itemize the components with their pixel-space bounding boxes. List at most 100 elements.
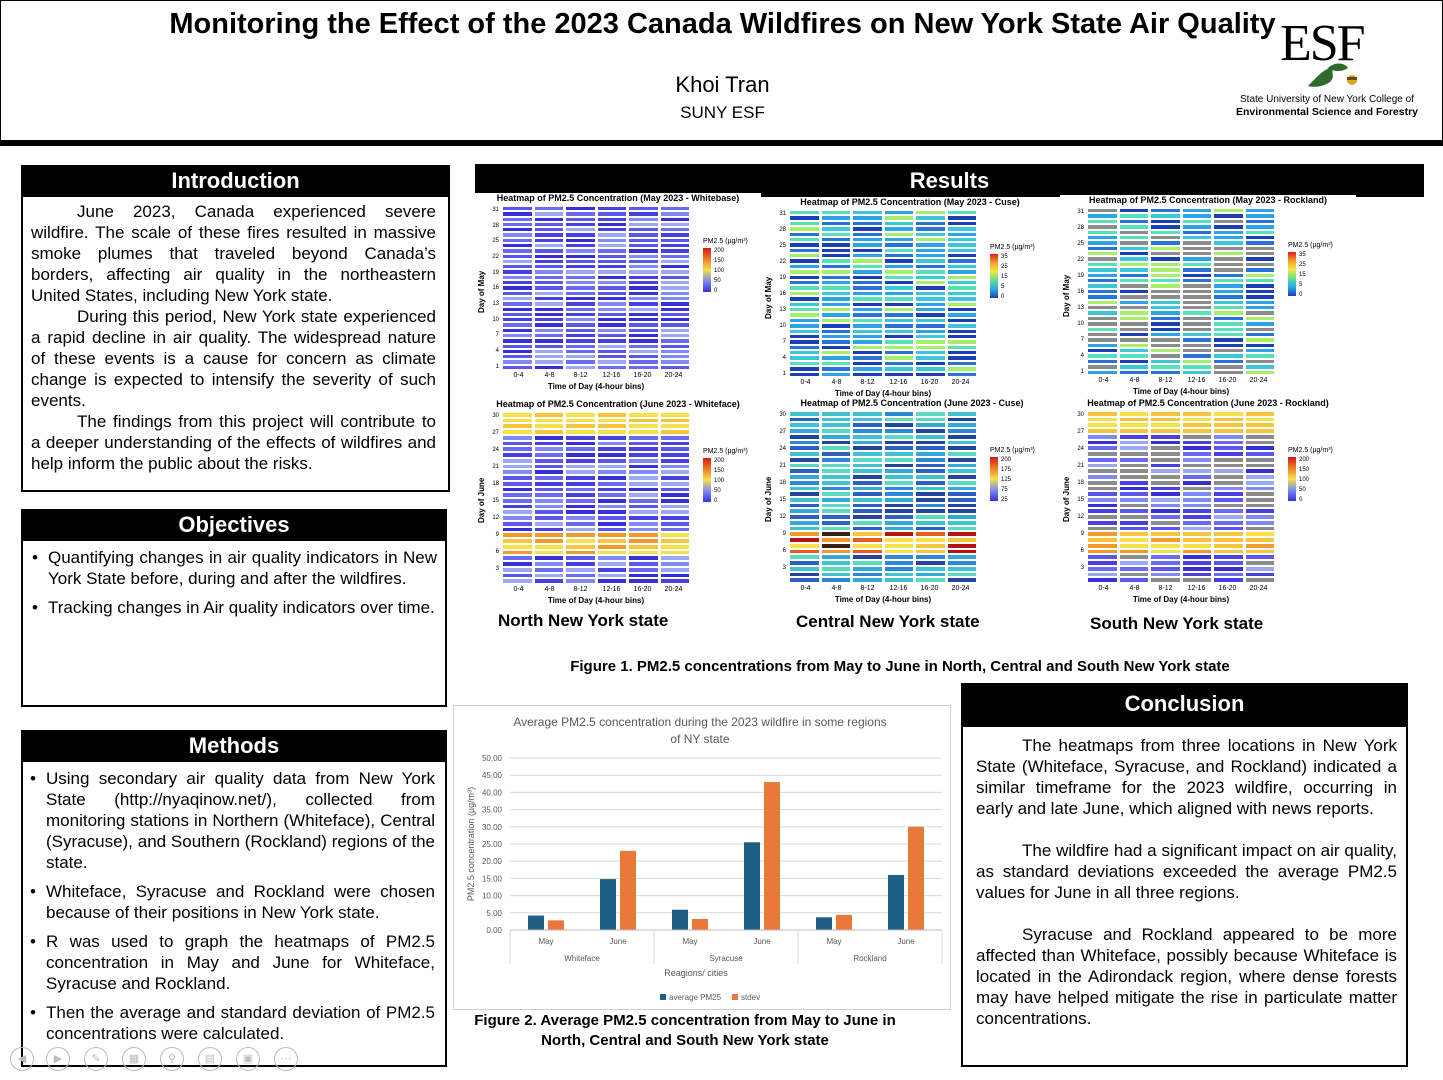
- heatmap-cell: [916, 329, 945, 333]
- more-icon[interactable]: ⋯: [274, 1047, 298, 1071]
- heatmap-cell: [1245, 440, 1274, 445]
- heatmap-cell: [884, 555, 913, 560]
- slides-icon[interactable]: ▦: [122, 1047, 146, 1071]
- conclusion-paragraph: The wildfire had a significant impact on…: [976, 841, 1397, 902]
- heatmap-cell: [916, 555, 945, 560]
- heatmap-cell: [947, 555, 976, 560]
- heatmap-cell: [1214, 295, 1243, 299]
- heatmap-cell: [884, 561, 913, 565]
- heatmap-cell: [503, 207, 532, 211]
- heatmap-cell: [821, 351, 850, 355]
- heatmap-cell: [947, 340, 976, 344]
- heatmap-cell: [1182, 273, 1211, 278]
- prev-icon[interactable]: ◀: [10, 1047, 34, 1071]
- heatmap-x-tick: 12-16: [889, 585, 908, 592]
- heatmap-cell: [853, 532, 882, 537]
- pen-icon[interactable]: ✎: [84, 1047, 108, 1071]
- subtitle-icon[interactable]: ▤: [198, 1047, 222, 1071]
- heatmap-y-tick: 7: [782, 338, 786, 345]
- heatmap-cell: [1151, 257, 1180, 261]
- heatmap-cell: [660, 567, 689, 572]
- heatmap-cell: [1182, 423, 1211, 428]
- heatmap-cell: [629, 487, 658, 492]
- heatmap-legend-tick: 15: [1299, 271, 1306, 278]
- heatmap-y-tick: 18: [779, 480, 786, 486]
- heatmap-cell: [947, 313, 976, 317]
- heatmap-cell: [947, 526, 976, 531]
- heatmap-cell: [1119, 225, 1148, 229]
- heatmap-legend-tick: 100: [714, 268, 725, 274]
- heatmap-cell: [1245, 475, 1274, 479]
- heatmap-cell: [597, 481, 626, 486]
- heatmap: Heatmap of PM2.5 Concentration (June 202…: [762, 398, 1062, 608]
- heatmap-cell: [1119, 429, 1148, 433]
- heatmap-cell: [853, 345, 882, 350]
- zoom-icon[interactable]: ⚲: [160, 1047, 184, 1071]
- heatmap-cell: [821, 555, 850, 560]
- heatmap-cell: [660, 418, 689, 423]
- heatmap-cell: [1088, 561, 1117, 565]
- heatmap-cell: [853, 259, 882, 263]
- heatmap-cell: [853, 313, 882, 317]
- heatmap-cell: [790, 259, 819, 263]
- heatmap-cell: [1088, 246, 1117, 251]
- heatmap-cell: [1088, 219, 1117, 224]
- heatmap-cell: [1088, 555, 1117, 560]
- chart-legend-swatch: [732, 994, 738, 1000]
- heatmap-cell: [1119, 532, 1148, 537]
- heatmap-cell: [597, 458, 626, 463]
- heatmap-cell: [1182, 370, 1211, 374]
- heatmap-y-tick: 1: [495, 363, 499, 370]
- heatmap-x-tick: 4-8: [1129, 585, 1140, 592]
- heatmap-cell: [534, 302, 563, 306]
- heatmap-cell: [916, 429, 945, 433]
- heatmap-cell: [1245, 365, 1274, 369]
- heatmap-cell: [1214, 241, 1243, 245]
- heatmap-cell: [566, 487, 595, 492]
- heatmap-cell: [534, 344, 563, 348]
- heatmap-cell: [629, 493, 658, 497]
- heatmap-cell: [947, 498, 976, 502]
- heatmap-cell: [503, 453, 532, 457]
- heatmap-cell: [1119, 246, 1148, 251]
- heatmap-cell: [660, 487, 689, 492]
- camera-icon[interactable]: ▣: [236, 1047, 260, 1071]
- heatmap-y-tick: 9: [1080, 531, 1084, 537]
- heatmap-cell: [1245, 300, 1274, 304]
- heatmap-cell: [534, 323, 563, 327]
- heatmap-cell: [1088, 241, 1117, 245]
- heatmap-cell: [503, 281, 532, 285]
- heatmap-cell: [503, 238, 532, 243]
- logo-line-1: State University of New York College of: [1240, 94, 1414, 105]
- heatmap-title: Heatmap of PM2.5 Concentration (May 2023…: [800, 197, 1020, 207]
- heatmap-cell: [884, 520, 913, 525]
- heatmap-cell: [1182, 572, 1211, 577]
- heatmap-cell: [534, 228, 563, 232]
- heatmap-cell: [916, 297, 945, 301]
- heatmap-cell: [1182, 305, 1211, 310]
- heatmap-cell: [947, 492, 976, 496]
- heatmap-cell: [884, 526, 913, 531]
- heatmap-cell: [1182, 549, 1211, 554]
- heatmap-cell: [1088, 359, 1117, 364]
- heatmap-cell: [566, 418, 595, 423]
- heatmap-cell: [916, 351, 945, 355]
- heatmap-cell: [790, 434, 819, 439]
- heatmap-cell: [660, 544, 689, 549]
- heatmap-cell: [534, 222, 563, 227]
- heatmap-cell: [534, 318, 563, 322]
- heatmap-cell: [1214, 230, 1243, 234]
- heatmap-cell: [534, 430, 563, 434]
- chart-x-tick: June: [609, 937, 627, 946]
- heatmap-cell: [1151, 475, 1180, 479]
- heatmap-cell: [629, 458, 658, 463]
- heatmap-cell: [947, 356, 976, 360]
- play-icon[interactable]: ▶: [46, 1047, 70, 1071]
- heatmap-cell: [1214, 343, 1243, 348]
- heatmap-cell: [1151, 532, 1180, 537]
- heatmap-cell: [821, 515, 850, 519]
- heatmap-cell: [790, 480, 819, 485]
- heatmap-cell: [853, 452, 882, 456]
- heatmap-cell: [629, 270, 658, 274]
- chart-y-tick: 35.00: [482, 806, 503, 815]
